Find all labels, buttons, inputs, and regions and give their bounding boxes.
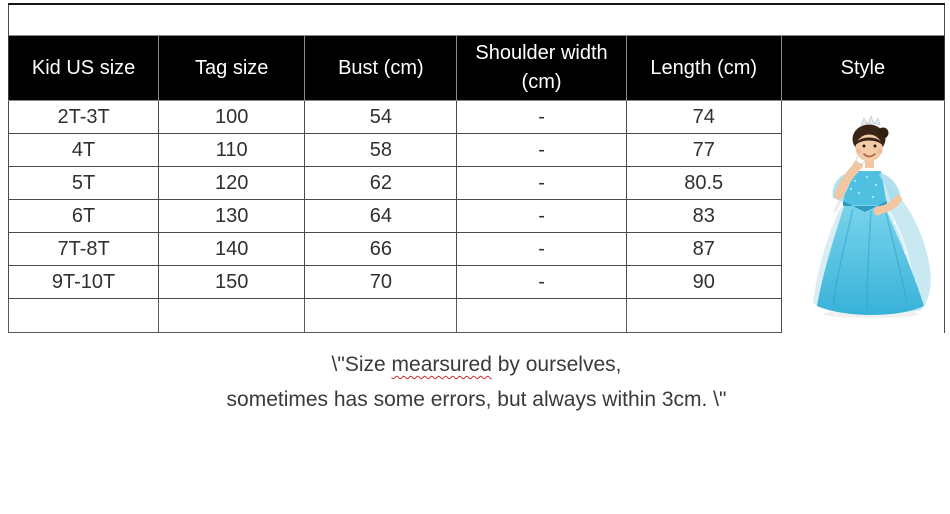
arm-right: [873, 172, 902, 216]
cell-tag-size: 120: [158, 166, 306, 200]
cell-length: 77: [625, 133, 782, 167]
header-tag-size: Tag size: [158, 35, 306, 101]
note-line1-open: \"Size: [331, 353, 392, 376]
cell-bust: 58: [304, 133, 458, 167]
cell-bust: 70: [304, 265, 458, 299]
table-row: 4T 110 58 - 77: [7, 133, 945, 167]
cell-kid-us-size: 6T: [7, 199, 160, 233]
header-kid-us-size: Kid US size: [7, 35, 160, 101]
table-row: 5T 120 62 - 80.5: [7, 166, 945, 200]
bodice: [842, 170, 887, 212]
cell-kid-us-size: 5T: [7, 166, 160, 200]
table-empty-row: [7, 298, 945, 333]
tiara: [860, 114, 881, 126]
empty-cell: [158, 298, 306, 333]
cell-kid-us-size: 4T: [7, 133, 160, 167]
cell-bust: 66: [304, 232, 458, 266]
cell-shoulder: -: [456, 232, 627, 266]
skirt: [816, 202, 924, 315]
cell-bust: 64: [304, 199, 458, 233]
table-row: 6T 130 64 - 83: [7, 199, 945, 233]
cell-kid-us-size: 7T-8T: [7, 232, 160, 266]
cell-tag-size: 100: [158, 100, 306, 134]
table-row: 7T-8T 140 66 - 87: [7, 232, 945, 266]
header-style: Style: [780, 35, 946, 101]
cell-tag-size: 130: [158, 199, 306, 233]
note-misspelled-word: mearsured: [391, 353, 492, 376]
empty-cell: [7, 298, 160, 333]
measurement-note: \"Size mearsured by ourselves, sometimes…: [8, 347, 945, 417]
cell-length: 80.5: [625, 166, 782, 200]
header-length: Length (cm): [625, 35, 782, 101]
arm-with-wand: [832, 153, 866, 213]
table-row: 9T-10T 150 70 - 90: [7, 265, 945, 299]
cell-length: 90: [625, 265, 782, 299]
empty-cell: [625, 298, 782, 333]
table-top-spacer-row: [8, 3, 945, 36]
note-line1-rest: by ourselves,: [491, 353, 622, 376]
head: [852, 114, 889, 168]
cell-length: 83: [625, 199, 782, 233]
note-line-2: sometimes has some errors, but always wi…: [226, 388, 727, 411]
cell-shoulder: -: [456, 265, 627, 299]
cell-shoulder: -: [456, 100, 627, 134]
cell-length: 87: [625, 232, 782, 266]
header-bust: Bust (cm): [304, 35, 458, 101]
header-shoulder-width: Shoulder width (cm): [456, 35, 627, 101]
cell-shoulder: -: [456, 166, 627, 200]
cell-tag-size: 140: [158, 232, 306, 266]
spacer-cell: [8, 3, 945, 36]
cell-kid-us-size: 9T-10T: [7, 265, 160, 299]
cell-tag-size: 150: [158, 265, 306, 299]
size-chart-table: Kid US size Tag size Bust (cm) Shoulder …: [7, 3, 946, 333]
style-photo-cell: [780, 100, 946, 333]
empty-cell: [456, 298, 627, 333]
cell-tag-size: 110: [158, 133, 306, 167]
cell-kid-us-size: 2T-3T: [7, 100, 160, 134]
girl-in-blue-dress-photo: [812, 114, 931, 318]
table-header-row: Kid US size Tag size Bust (cm) Shoulder …: [7, 35, 946, 101]
empty-cell: [304, 298, 458, 333]
table-row: 2T-3T 100 54 - 74: [7, 100, 946, 333]
cell-length: 74: [625, 100, 782, 134]
cell-bust: 54: [304, 100, 458, 134]
cell-shoulder: -: [456, 199, 627, 233]
cell-bust: 62: [304, 166, 458, 200]
note-line-1: \"Size mearsured by ourselves,: [8, 347, 945, 382]
cell-shoulder: -: [456, 133, 627, 167]
